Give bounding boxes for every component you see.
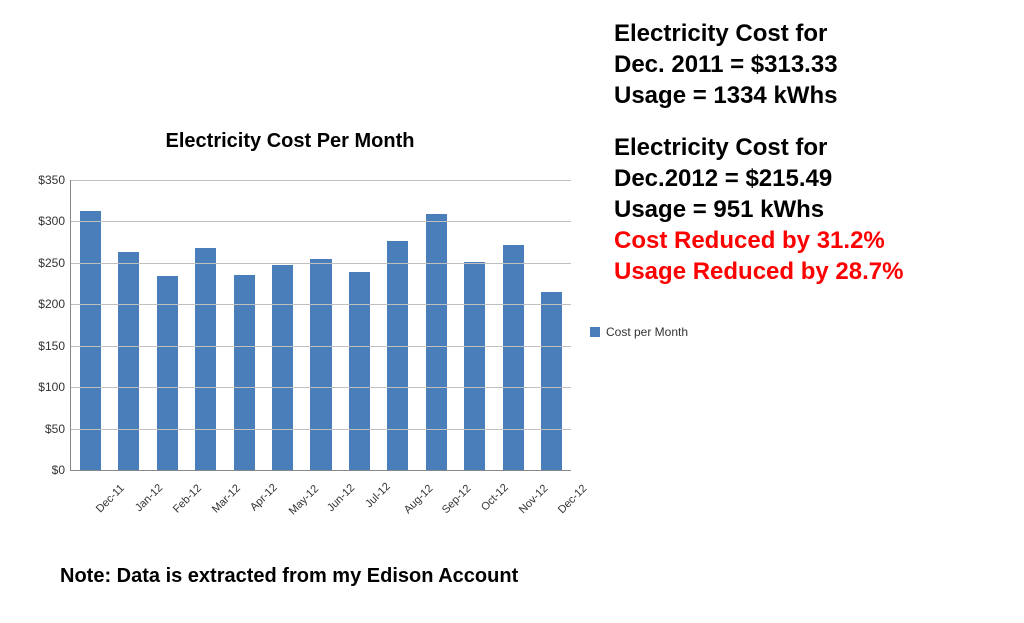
- y-tick-label: $350: [38, 173, 71, 187]
- y-tick-label: $100: [38, 380, 71, 394]
- side-block-2011: Electricity Cost for Dec. 2011 = $313.33…: [614, 18, 1004, 112]
- legend-swatch: [590, 327, 600, 337]
- grid-line: [71, 429, 571, 430]
- x-tick-label: Dec-11: [94, 482, 127, 515]
- bar: [80, 211, 101, 470]
- x-tick-label: Jun-12: [325, 482, 357, 514]
- side-line: Electricity Cost for: [614, 132, 1004, 163]
- bar: [349, 272, 370, 470]
- side-line: Dec.2012 = $215.49: [614, 163, 1004, 194]
- legend-label: Cost per Month: [606, 325, 688, 339]
- x-tick-label: Jan-12: [133, 482, 165, 514]
- grid-line: [71, 346, 571, 347]
- y-tick-label: $50: [45, 422, 71, 436]
- bar: [503, 245, 524, 470]
- bar: [310, 259, 331, 470]
- x-tick-label: Dec-12: [556, 483, 590, 517]
- note-text: Note: Data is extracted from my Edison A…: [60, 565, 518, 588]
- side-line-highlight: Cost Reduced by 31.2%: [614, 225, 1004, 256]
- y-tick-label: $150: [38, 339, 71, 353]
- side-text: Electricity Cost for Dec. 2011 = $313.33…: [614, 18, 1004, 308]
- y-tick-label: $0: [52, 463, 71, 477]
- side-line: Usage = 951 kWhs: [614, 194, 1004, 225]
- chart-title: Electricity Cost Per Month: [10, 130, 570, 153]
- side-line: Dec. 2011 = $313.33: [614, 49, 1004, 80]
- bars-layer: [71, 180, 571, 470]
- side-line: Usage = 1334 kWhs: [614, 80, 1004, 111]
- bar: [426, 214, 447, 470]
- y-tick-label: $200: [38, 297, 71, 311]
- grid-line: [71, 304, 571, 305]
- legend: Cost per Month: [590, 325, 688, 339]
- side-line: Electricity Cost for: [614, 18, 1004, 49]
- side-line-highlight: Usage Reduced by 28.7%: [614, 256, 1004, 287]
- x-tick-label: May-12: [286, 483, 320, 517]
- x-tick-label: Nov-12: [517, 483, 551, 517]
- bar: [464, 262, 485, 470]
- x-tick-label: Feb-12: [171, 482, 204, 515]
- grid-line: [71, 263, 571, 264]
- side-block-2012: Electricity Cost for Dec.2012 = $215.49 …: [614, 132, 1004, 288]
- bar: [387, 241, 408, 470]
- bar: [195, 248, 216, 470]
- plot-area: $0$50$100$150$200$250$300$350Dec-11Jan-1…: [70, 180, 571, 471]
- grid-line: [71, 387, 571, 388]
- y-tick-label: $300: [38, 214, 71, 228]
- bar: [541, 292, 562, 470]
- x-tick-label: Oct-12: [479, 482, 511, 514]
- bar: [118, 252, 139, 470]
- bar: [272, 265, 293, 470]
- page: Electricity Cost Per Month $0$50$100$150…: [0, 0, 1024, 623]
- grid-line: [71, 221, 571, 222]
- x-tick-label: Mar-12: [209, 482, 242, 515]
- x-tick-label: Apr-12: [248, 482, 280, 514]
- x-tick-label: Sep-12: [440, 483, 474, 517]
- grid-line: [71, 180, 571, 181]
- x-tick-label: Jul-12: [364, 481, 394, 511]
- x-tick-label: Aug-12: [402, 483, 436, 517]
- y-tick-label: $250: [38, 256, 71, 270]
